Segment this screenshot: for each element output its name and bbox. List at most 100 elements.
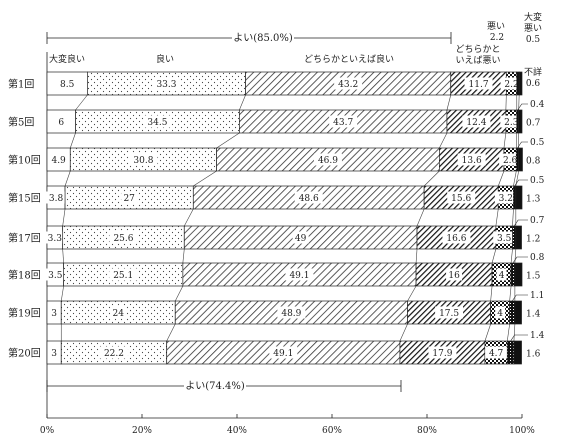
category-label: 第20回 xyxy=(8,347,41,360)
data-label: 0.7 xyxy=(530,216,545,226)
data-label: 3.8 xyxy=(49,194,64,204)
data-label: 2.2 xyxy=(504,80,518,90)
connector-line xyxy=(184,208,194,227)
data-label-bg xyxy=(313,153,342,166)
x-tick-label: 100% xyxy=(509,426,535,436)
data-label: 15.6 xyxy=(451,194,471,204)
bar-segment xyxy=(514,262,523,287)
data-label: 0.8 xyxy=(530,253,545,263)
data-label: 1.2 xyxy=(526,235,540,245)
data-label-bg xyxy=(496,268,507,281)
series-label-bad: 悪い xyxy=(487,21,505,32)
data-label-bg xyxy=(334,77,363,90)
data-label: 4.7 xyxy=(489,349,504,359)
bottom-bracket: よい(74.4%) xyxy=(46,378,402,392)
connector-line xyxy=(399,323,408,342)
data-label-bg xyxy=(129,153,158,166)
data-label: 12.4 xyxy=(466,118,486,128)
x-tick-label: 0% xyxy=(40,426,55,436)
data-label-bg xyxy=(294,191,323,204)
bar-segment xyxy=(514,300,522,325)
leader-line xyxy=(510,334,528,342)
bottom-bracket-label: よい(74.4%) xyxy=(185,380,245,392)
data-label: 49.1 xyxy=(273,349,293,359)
connector-line xyxy=(491,248,497,264)
data-label-bg xyxy=(464,77,493,90)
data-label-bg xyxy=(277,306,306,319)
x-ticks: 0% 20% 40% 60% 80% 100% xyxy=(40,414,535,436)
data-label: 22.2 xyxy=(104,349,124,359)
series-label-bad-value: 2.2 xyxy=(490,33,504,43)
data-label-bg xyxy=(428,346,457,359)
bar-segment xyxy=(515,225,522,250)
data-label: 1.4 xyxy=(526,310,541,320)
bar-segment xyxy=(515,147,520,172)
data-label-bg xyxy=(329,115,358,128)
data-label: 0.5 xyxy=(530,176,545,186)
connector-line xyxy=(510,248,513,264)
data-label-bg xyxy=(292,231,309,244)
data-label: 0.8 xyxy=(526,157,541,167)
data-label-bg xyxy=(49,346,60,359)
x-tick-label: 40% xyxy=(227,426,247,436)
connector-line xyxy=(62,208,66,227)
connector-line xyxy=(193,170,217,187)
data-label: 4 xyxy=(499,271,505,281)
data-label: 34.5 xyxy=(147,118,167,128)
bar-segment xyxy=(510,262,516,287)
data-label: 16 xyxy=(448,271,460,281)
connector-line xyxy=(407,285,417,302)
data-label-bg xyxy=(494,191,517,204)
bar-segment xyxy=(515,185,523,210)
connector-line xyxy=(166,323,176,342)
data-label: 17.5 xyxy=(439,309,459,319)
data-label: 4.9 xyxy=(51,156,66,166)
connector-line xyxy=(509,285,512,302)
data-label: 49 xyxy=(295,234,307,244)
data-label-bg xyxy=(457,153,486,166)
bar-segment xyxy=(512,225,517,250)
data-label: 43.7 xyxy=(333,118,353,128)
data-label-bg xyxy=(446,268,463,281)
bar-segment xyxy=(518,147,523,172)
series-label-very-bad-value: 0.5 xyxy=(526,35,541,45)
leader-line xyxy=(512,256,528,264)
data-label-bg xyxy=(152,77,181,90)
connector-line xyxy=(490,285,493,302)
data-label-bg xyxy=(49,306,60,319)
data-label-bg xyxy=(43,231,66,244)
data-label: 49.1 xyxy=(289,271,309,281)
data-label-bg xyxy=(493,231,516,244)
series-label-very-bad-line2: 悪い xyxy=(524,23,542,34)
data-label: 48.6 xyxy=(299,194,319,204)
data-label-bg xyxy=(109,231,138,244)
data-label: 1.4 xyxy=(530,331,545,341)
data-label: 17.9 xyxy=(432,349,452,359)
connector-line xyxy=(216,132,240,149)
data-label-bg xyxy=(462,115,491,128)
data-label-bg xyxy=(495,306,506,319)
leader-lines: 0.4 0.7 0.5 0.8 0.5 1.3 0.7 1.2 0.8 1.5 1.1 1.4 1.4 1… xyxy=(510,100,545,360)
connector-line xyxy=(182,248,185,264)
bar-segment xyxy=(513,340,522,365)
leader-line xyxy=(514,179,528,187)
connector-line xyxy=(75,94,88,111)
data-label: 1.5 xyxy=(526,272,541,282)
data-label: 24 xyxy=(113,309,125,319)
data-label: 4 xyxy=(497,309,503,319)
data-label: 2.3 xyxy=(504,118,519,128)
category-label: 第19回 xyxy=(8,307,41,320)
series-label-unknown-value: 0.6 xyxy=(526,79,541,89)
data-label: 13.6 xyxy=(462,156,482,166)
data-label: 30.8 xyxy=(133,156,153,166)
data-label: 25.1 xyxy=(113,271,133,281)
connector-line xyxy=(446,94,452,111)
data-label: 0.7 xyxy=(526,119,541,129)
connector-line xyxy=(62,248,64,264)
category-label: 第5回 xyxy=(8,116,34,129)
connector-line xyxy=(64,170,71,187)
data-label-bg xyxy=(485,346,508,359)
data-label-bg xyxy=(447,191,476,204)
series-label-somewhat-bad-line1: どちらかと xyxy=(455,44,500,55)
category-label: 第15回 xyxy=(8,192,41,205)
